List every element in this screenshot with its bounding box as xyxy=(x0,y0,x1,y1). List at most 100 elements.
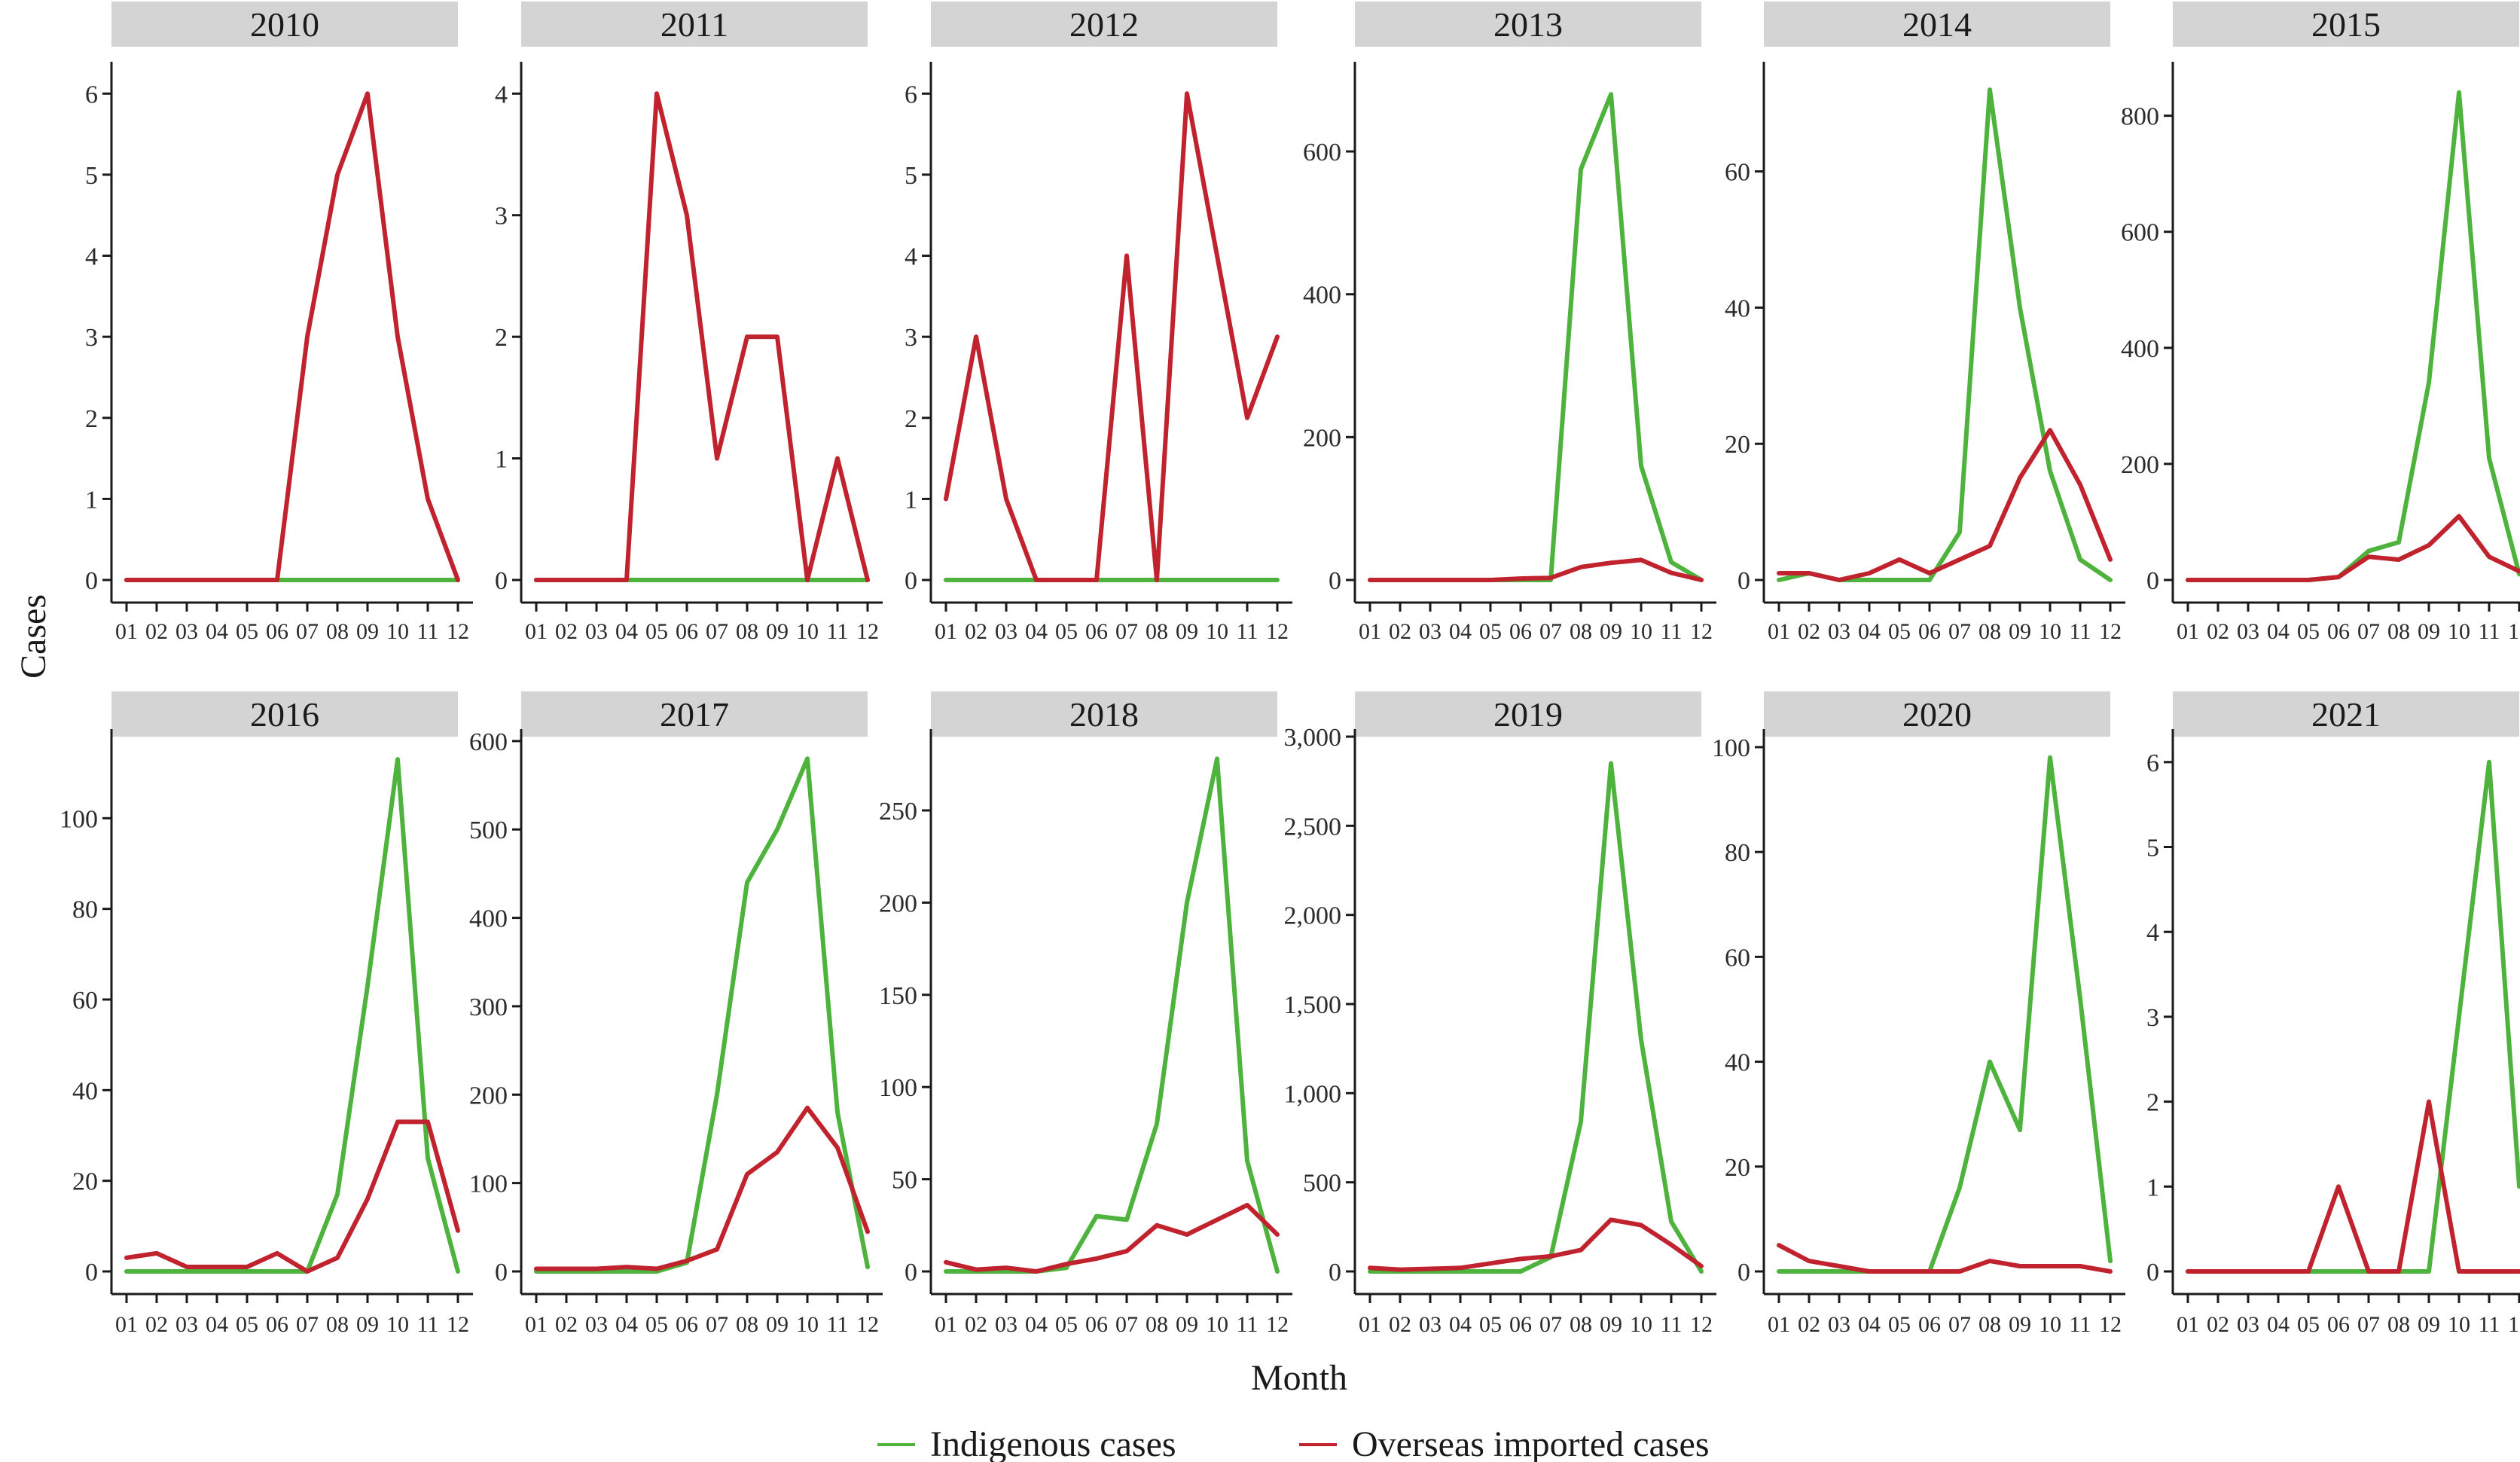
x-tick-label: 06 xyxy=(1918,619,1941,644)
y-tick-label: 1 xyxy=(495,446,508,474)
x-tick-label: 11 xyxy=(827,619,849,644)
y-tick-label: 2 xyxy=(2146,1089,2159,1117)
x-tick-label: 04 xyxy=(2267,1312,2290,1337)
y-tick-label: 50 xyxy=(892,1167,917,1195)
x-tick-label: 07 xyxy=(1539,619,1562,644)
x-tick-label: 12 xyxy=(2508,619,2520,644)
x-tick-label: 02 xyxy=(1798,1312,1820,1337)
x-tick-label: 05 xyxy=(645,619,668,644)
y-tick-label: 0 xyxy=(1737,1259,1750,1286)
x-tick-label: 06 xyxy=(2327,619,2350,644)
x-tick-label: 04 xyxy=(1858,619,1881,644)
x-tick-label: 08 xyxy=(326,619,349,644)
y-tick-label: 0 xyxy=(85,567,98,595)
x-axis-title: Month xyxy=(1251,1358,1347,1398)
y-tick-label: 20 xyxy=(1725,431,1750,459)
x-tick-label: 12 xyxy=(1690,1312,1713,1337)
panel-year-label: 2012 xyxy=(1069,5,1139,44)
series-line-indigenous xyxy=(1368,92,1704,582)
series-line-imported xyxy=(124,1119,460,1274)
x-tick-label: 09 xyxy=(766,1312,789,1337)
x-tick-label: 10 xyxy=(2448,619,2470,644)
x-tick-label: 07 xyxy=(296,1312,319,1337)
panel-2017: 2017 0 100 200 300 400 500 600 01 02 03 04 05 06 07 08 0… xyxy=(469,691,883,1337)
x-tick-label: 04 xyxy=(1025,1312,1048,1337)
x-tick-label: 06 xyxy=(266,619,288,644)
y-tick-label: 6 xyxy=(905,81,917,108)
x-tick-label: 04 xyxy=(615,619,638,644)
x-tick-label: 03 xyxy=(175,619,198,644)
y-tick-label: 0 xyxy=(495,567,508,595)
x-tick-label: 07 xyxy=(2357,619,2380,644)
series-line-imported xyxy=(534,1105,870,1271)
x-tick-label: 06 xyxy=(1918,1312,1941,1337)
y-tick-label: 40 xyxy=(1725,295,1750,322)
y-tick-label: 2 xyxy=(495,324,508,352)
x-tick-label: 01 xyxy=(935,1312,957,1337)
x-tick-label: 12 xyxy=(1266,619,1289,644)
panel-year-label: 2010 xyxy=(250,5,319,44)
y-tick-label: 5 xyxy=(2146,835,2159,862)
series-line-imported xyxy=(1777,428,2113,582)
x-tick-label: 05 xyxy=(1888,1312,1911,1337)
x-tick-label: 01 xyxy=(1359,1312,1381,1337)
x-tick-label: 02 xyxy=(965,619,987,644)
x-tick-label: 01 xyxy=(1768,1312,1790,1337)
x-tick-label: 04 xyxy=(1858,1312,1881,1337)
panel-strip xyxy=(1764,2,2110,47)
x-tick-label: 08 xyxy=(1570,1312,1592,1337)
series-line-indigenous xyxy=(1777,755,2113,1274)
y-tick-label: 600 xyxy=(469,728,508,756)
x-tick-label: 08 xyxy=(1978,619,2001,644)
x-tick-label: 07 xyxy=(2357,1312,2380,1337)
y-tick-label: 0 xyxy=(905,1259,917,1286)
y-tick-label: 100 xyxy=(879,1074,917,1102)
x-tick-label: 08 xyxy=(1146,619,1168,644)
x-tick-label: 01 xyxy=(525,619,548,644)
x-tick-label: 12 xyxy=(1690,619,1713,644)
x-tick-label: 02 xyxy=(145,1312,168,1337)
y-tick-label: 60 xyxy=(72,987,98,1015)
panel-strip xyxy=(521,691,868,737)
series-line-indigenous xyxy=(534,756,870,1274)
y-tick-label: 2,000 xyxy=(1284,902,1342,930)
x-tick-label: 02 xyxy=(1389,1312,1411,1337)
y-tick-label: 500 xyxy=(1303,1170,1341,1198)
x-tick-label: 11 xyxy=(2070,619,2091,644)
x-tick-label: 07 xyxy=(706,1312,728,1337)
y-tick-label: 200 xyxy=(1303,424,1341,452)
y-tick-label: 2 xyxy=(905,405,917,433)
y-tick-label: 400 xyxy=(469,905,508,933)
x-tick-label: 08 xyxy=(2387,1312,2410,1337)
x-tick-label: 03 xyxy=(1828,1312,1850,1337)
panel-2016: 2016 0 20 40 60 80 100 01 02 03 04 05 06 07 08 09 10 11 12 xyxy=(59,691,473,1337)
x-tick-label: 09 xyxy=(766,619,789,644)
y-tick-label: 300 xyxy=(469,993,508,1021)
y-tick-label: 100 xyxy=(59,805,98,833)
x-tick-label: 02 xyxy=(1389,619,1411,644)
series-line-indigenous xyxy=(944,756,1280,1274)
x-tick-label: 02 xyxy=(965,1312,987,1337)
y-tick-label: 200 xyxy=(2121,451,2159,479)
x-tick-label: 12 xyxy=(2508,1312,2520,1337)
y-tick-label: 1 xyxy=(2146,1174,2159,1201)
x-tick-label: 07 xyxy=(1539,1312,1562,1337)
series-line-imported xyxy=(534,91,870,582)
y-tick-label: 3,000 xyxy=(1284,724,1342,752)
x-tick-label: 03 xyxy=(1828,619,1850,644)
x-tick-label: 06 xyxy=(2327,1312,2350,1337)
x-tick-label: 03 xyxy=(2237,1312,2259,1337)
y-tick-label: 60 xyxy=(1725,159,1750,187)
x-tick-label: 06 xyxy=(1085,1312,1108,1337)
x-tick-label: 05 xyxy=(1479,619,1502,644)
x-tick-label: 01 xyxy=(2177,1312,2199,1337)
series-line-imported xyxy=(2186,514,2520,582)
x-tick-label: 11 xyxy=(827,1312,849,1337)
x-tick-label: 01 xyxy=(525,1312,548,1337)
panel-year-label: 2020 xyxy=(1902,695,1972,734)
x-tick-label: 08 xyxy=(736,1312,758,1337)
x-tick-label: 01 xyxy=(1359,619,1381,644)
x-tick-label: 10 xyxy=(2039,619,2061,644)
